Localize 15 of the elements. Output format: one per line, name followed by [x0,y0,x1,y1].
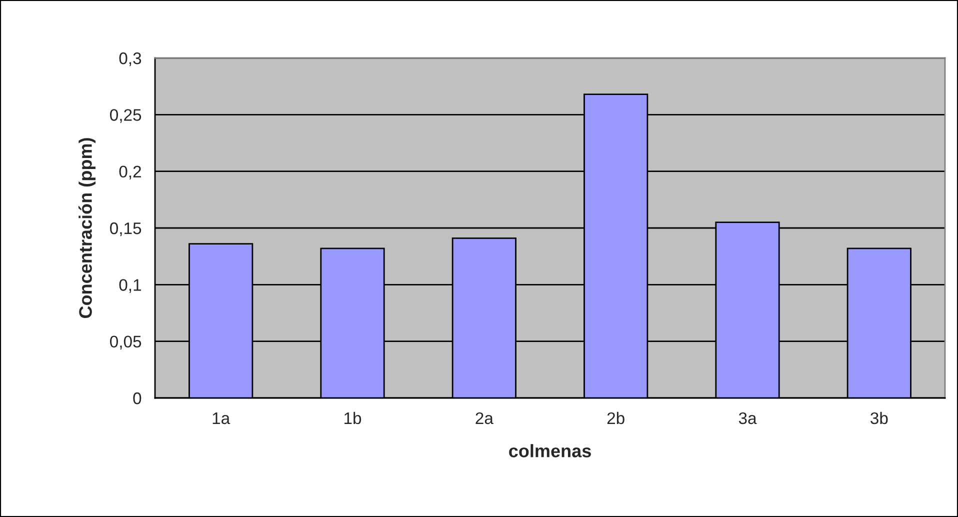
y-tick-label: 0,25 [110,109,142,123]
x-tick-label: 3a [738,412,757,424]
y-tick-label: 0,2 [119,166,141,180]
y-tick-label: 0,05 [110,336,142,350]
x-tick-label: 1b [344,412,362,424]
x-tick-label: 3b [870,412,888,424]
y-tick-label: 0,15 [110,222,142,236]
x-axis-title: colmenas [509,444,591,458]
x-tick-label: 1a [212,412,230,424]
x-tick-label: 2b [607,412,624,424]
x-tick-label: 2a [476,412,494,424]
y-axis-title: Concentración (ppm) [78,138,96,318]
y-tick-label: 0,3 [119,52,142,66]
y-tick-label: 0,1 [119,279,141,293]
y-tick-label: 0 [133,392,142,404]
